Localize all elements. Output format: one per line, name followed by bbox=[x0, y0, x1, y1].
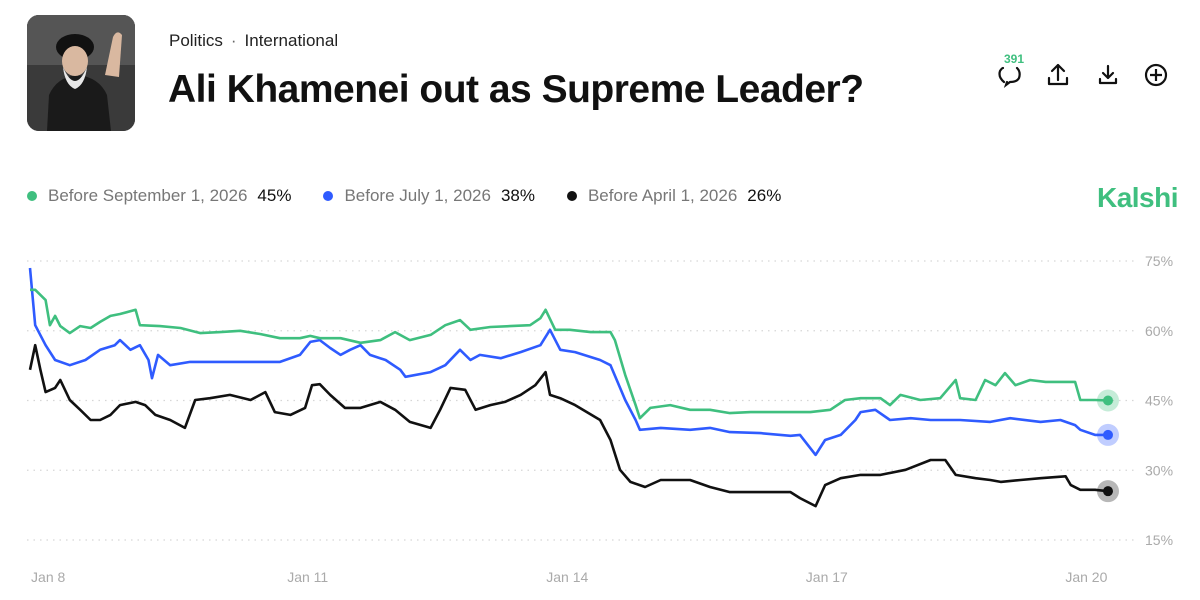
x-tick-label: Jan 8 bbox=[31, 569, 65, 585]
comment-count: 391 bbox=[1004, 52, 1025, 66]
legend-label: Before September 1, 2026 bbox=[48, 186, 248, 205]
y-tick-label: 60% bbox=[1145, 323, 1173, 339]
add-icon[interactable] bbox=[1141, 60, 1171, 90]
action-toolbar bbox=[990, 60, 1180, 94]
share-icon[interactable] bbox=[1043, 60, 1073, 90]
legend-value: 26% bbox=[747, 186, 782, 205]
legend-item-jul[interactable]: Before July 1, 2026 38% bbox=[323, 186, 535, 206]
legend-item-sep[interactable]: Before September 1, 2026 45% bbox=[27, 186, 291, 206]
y-tick-label: 30% bbox=[1145, 462, 1173, 478]
x-tick-label: Jan 20 bbox=[1065, 569, 1107, 585]
legend-label: Before April 1, 2026 bbox=[587, 186, 738, 205]
download-icon[interactable] bbox=[1093, 60, 1123, 90]
legend-value: 38% bbox=[500, 186, 535, 205]
kalshi-logo: Kalshi bbox=[1096, 182, 1179, 213]
series-line bbox=[30, 288, 1109, 420]
x-tick-label: Jan 11 bbox=[287, 569, 328, 585]
series-line bbox=[28, 267, 1108, 457]
y-tick-label: 45% bbox=[1145, 393, 1173, 409]
comment-icon[interactable] bbox=[995, 60, 1025, 90]
page-title: Ali Khamenei out as Supreme Leader? bbox=[168, 68, 864, 111]
breadcrumb-separator: · bbox=[230, 31, 237, 50]
legend-label: Before July 1, 2026 bbox=[344, 186, 491, 205]
x-tick-label: Jan 14 bbox=[546, 569, 588, 585]
endpoint-marker bbox=[1103, 395, 1113, 406]
series-line bbox=[28, 343, 1109, 508]
chart-legend: Before September 1, 2026 45% Before July… bbox=[27, 186, 813, 206]
legend-swatch bbox=[323, 191, 334, 201]
legend-swatch bbox=[566, 191, 577, 201]
x-tick-label: Jan 17 bbox=[806, 569, 848, 585]
legend-item-apr[interactable]: Before April 1, 2026 26% bbox=[566, 186, 782, 206]
endpoint-marker bbox=[1103, 486, 1113, 497]
market-image bbox=[27, 15, 135, 131]
breadcrumb: Politics · International bbox=[169, 31, 338, 51]
endpoint-marker bbox=[1103, 429, 1113, 440]
breadcrumb-international[interactable]: International bbox=[244, 31, 339, 50]
y-tick-label: 75% bbox=[1145, 253, 1173, 269]
legend-value: 45% bbox=[257, 186, 292, 205]
y-tick-label: 15% bbox=[1145, 532, 1173, 548]
breadcrumb-politics[interactable]: Politics bbox=[169, 31, 223, 50]
legend-swatch bbox=[27, 191, 37, 201]
